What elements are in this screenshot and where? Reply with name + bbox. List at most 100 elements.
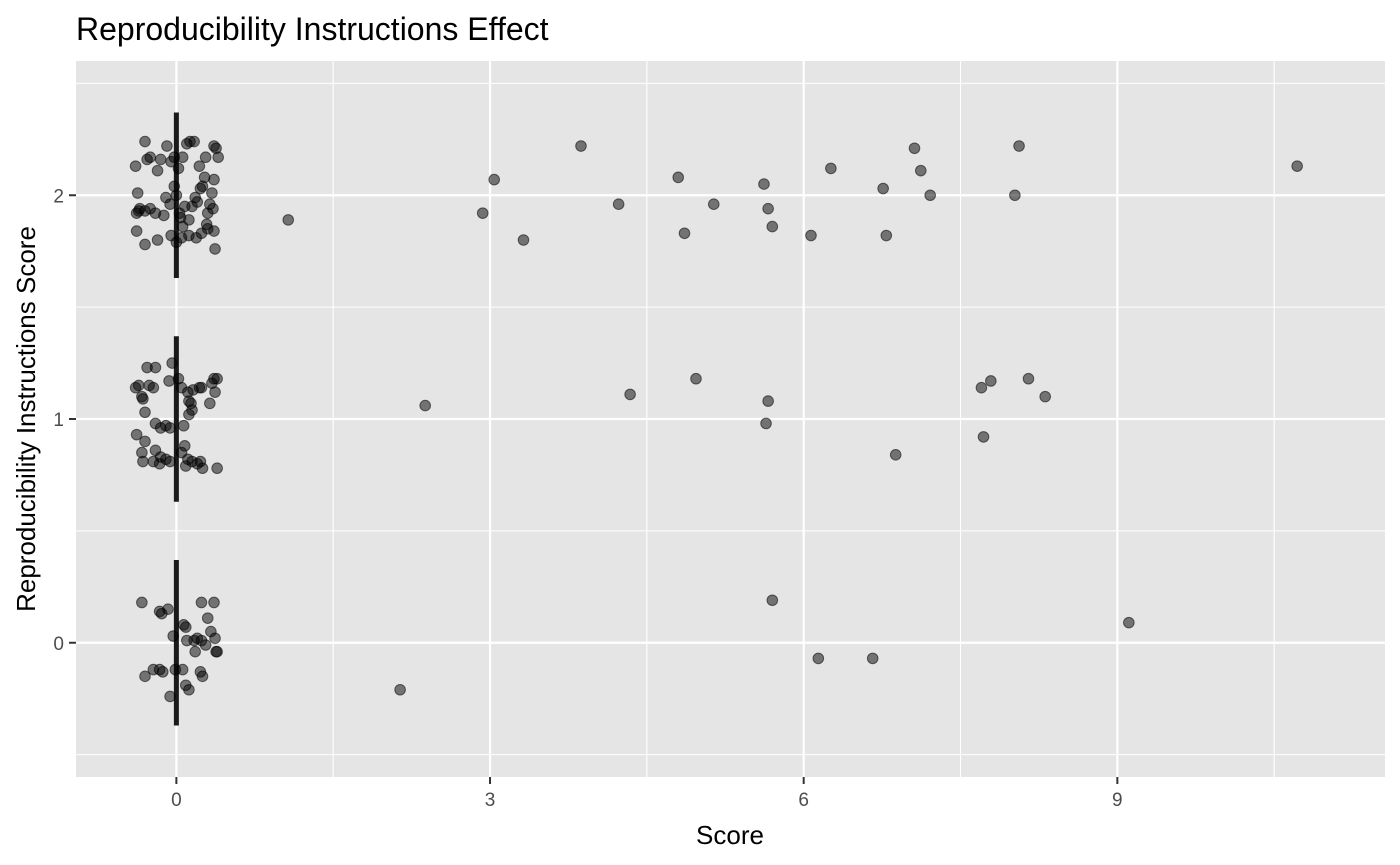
data-point [488,173,501,186]
data-point [195,381,208,394]
data-point [208,596,220,609]
data-point [181,634,193,647]
data-point [130,225,143,237]
x-axis: 0 3 6 9 [171,777,1123,811]
data-point [200,218,213,231]
y-tick-label: 1 [53,410,64,431]
data-point [760,417,772,430]
data-point [914,164,927,177]
data-point [707,198,720,210]
data-point [176,151,189,164]
data-point [690,372,702,385]
data-point [476,207,489,219]
data-point [208,173,220,186]
data-point [183,408,195,421]
data-point [188,135,200,148]
data-point [139,135,151,148]
data-point [161,140,173,152]
data-point [205,625,217,638]
data-point [177,419,190,432]
data-point [176,220,189,233]
data-point [158,209,170,222]
data-point [137,393,149,405]
y-axis: 0 1 2 [53,186,76,655]
data-point [758,178,770,190]
data-point [144,151,157,164]
data-point [419,399,432,412]
data-point [193,160,206,172]
data-point [208,225,220,237]
data-point [204,198,216,210]
data-point [199,151,212,164]
data-point [163,375,175,387]
data-point [985,375,997,387]
data-point [211,372,223,385]
data-point [196,462,209,475]
data-point [132,379,145,392]
data-point [766,220,779,233]
data-point [147,381,160,394]
data-point [167,630,180,642]
data-point [924,189,936,202]
data-point [164,422,176,434]
data-point [975,381,988,394]
data-point [1022,372,1035,385]
data-point [151,164,164,177]
data-point [212,151,224,164]
data-point [164,198,176,210]
data-point [139,406,151,419]
data-point [154,153,167,166]
data-point [889,449,902,461]
data-point [176,663,189,676]
data-point [139,670,151,683]
data-point [136,596,148,609]
data-point [575,140,587,152]
data-point [147,455,160,468]
data-point [1123,616,1135,629]
data-point [1291,160,1303,172]
x-tick-label: 6 [798,790,809,811]
data-point [762,395,774,407]
data-point [166,357,178,369]
data-point [151,234,164,246]
data-point [1009,189,1021,202]
x-tick-label: 0 [171,790,182,811]
data-point [678,227,691,240]
data-point [282,214,295,226]
data-point [170,189,183,202]
data-point [209,243,221,255]
data-point [201,612,214,624]
data-points [129,135,1303,703]
data-point [162,603,174,615]
data-point [766,594,779,607]
data-point [206,187,218,199]
data-point [204,397,216,410]
data-point [1013,140,1025,152]
data-point [517,234,530,246]
data-point [131,187,144,199]
data-point [672,171,685,184]
chart-title: Reproducibility Instructions Effect [76,11,549,47]
x-tick-label: 3 [485,790,496,811]
data-point [211,645,223,658]
y-tick-label: 2 [53,186,64,207]
data-point [805,229,817,242]
x-axis-title: Score [696,820,764,850]
data-point [144,202,157,215]
data-point [156,666,169,678]
data-point [762,202,774,215]
data-point [196,670,209,683]
data-point [825,162,837,175]
data-point [164,690,176,703]
x-tick-label: 9 [1112,790,1123,811]
data-point [189,645,201,658]
data-point [211,462,223,475]
data-point [137,455,149,468]
data-point [183,683,195,696]
data-point [908,142,921,155]
data-point [199,639,212,651]
data-point [812,652,825,665]
data-point [172,162,185,175]
data-point [209,386,221,398]
